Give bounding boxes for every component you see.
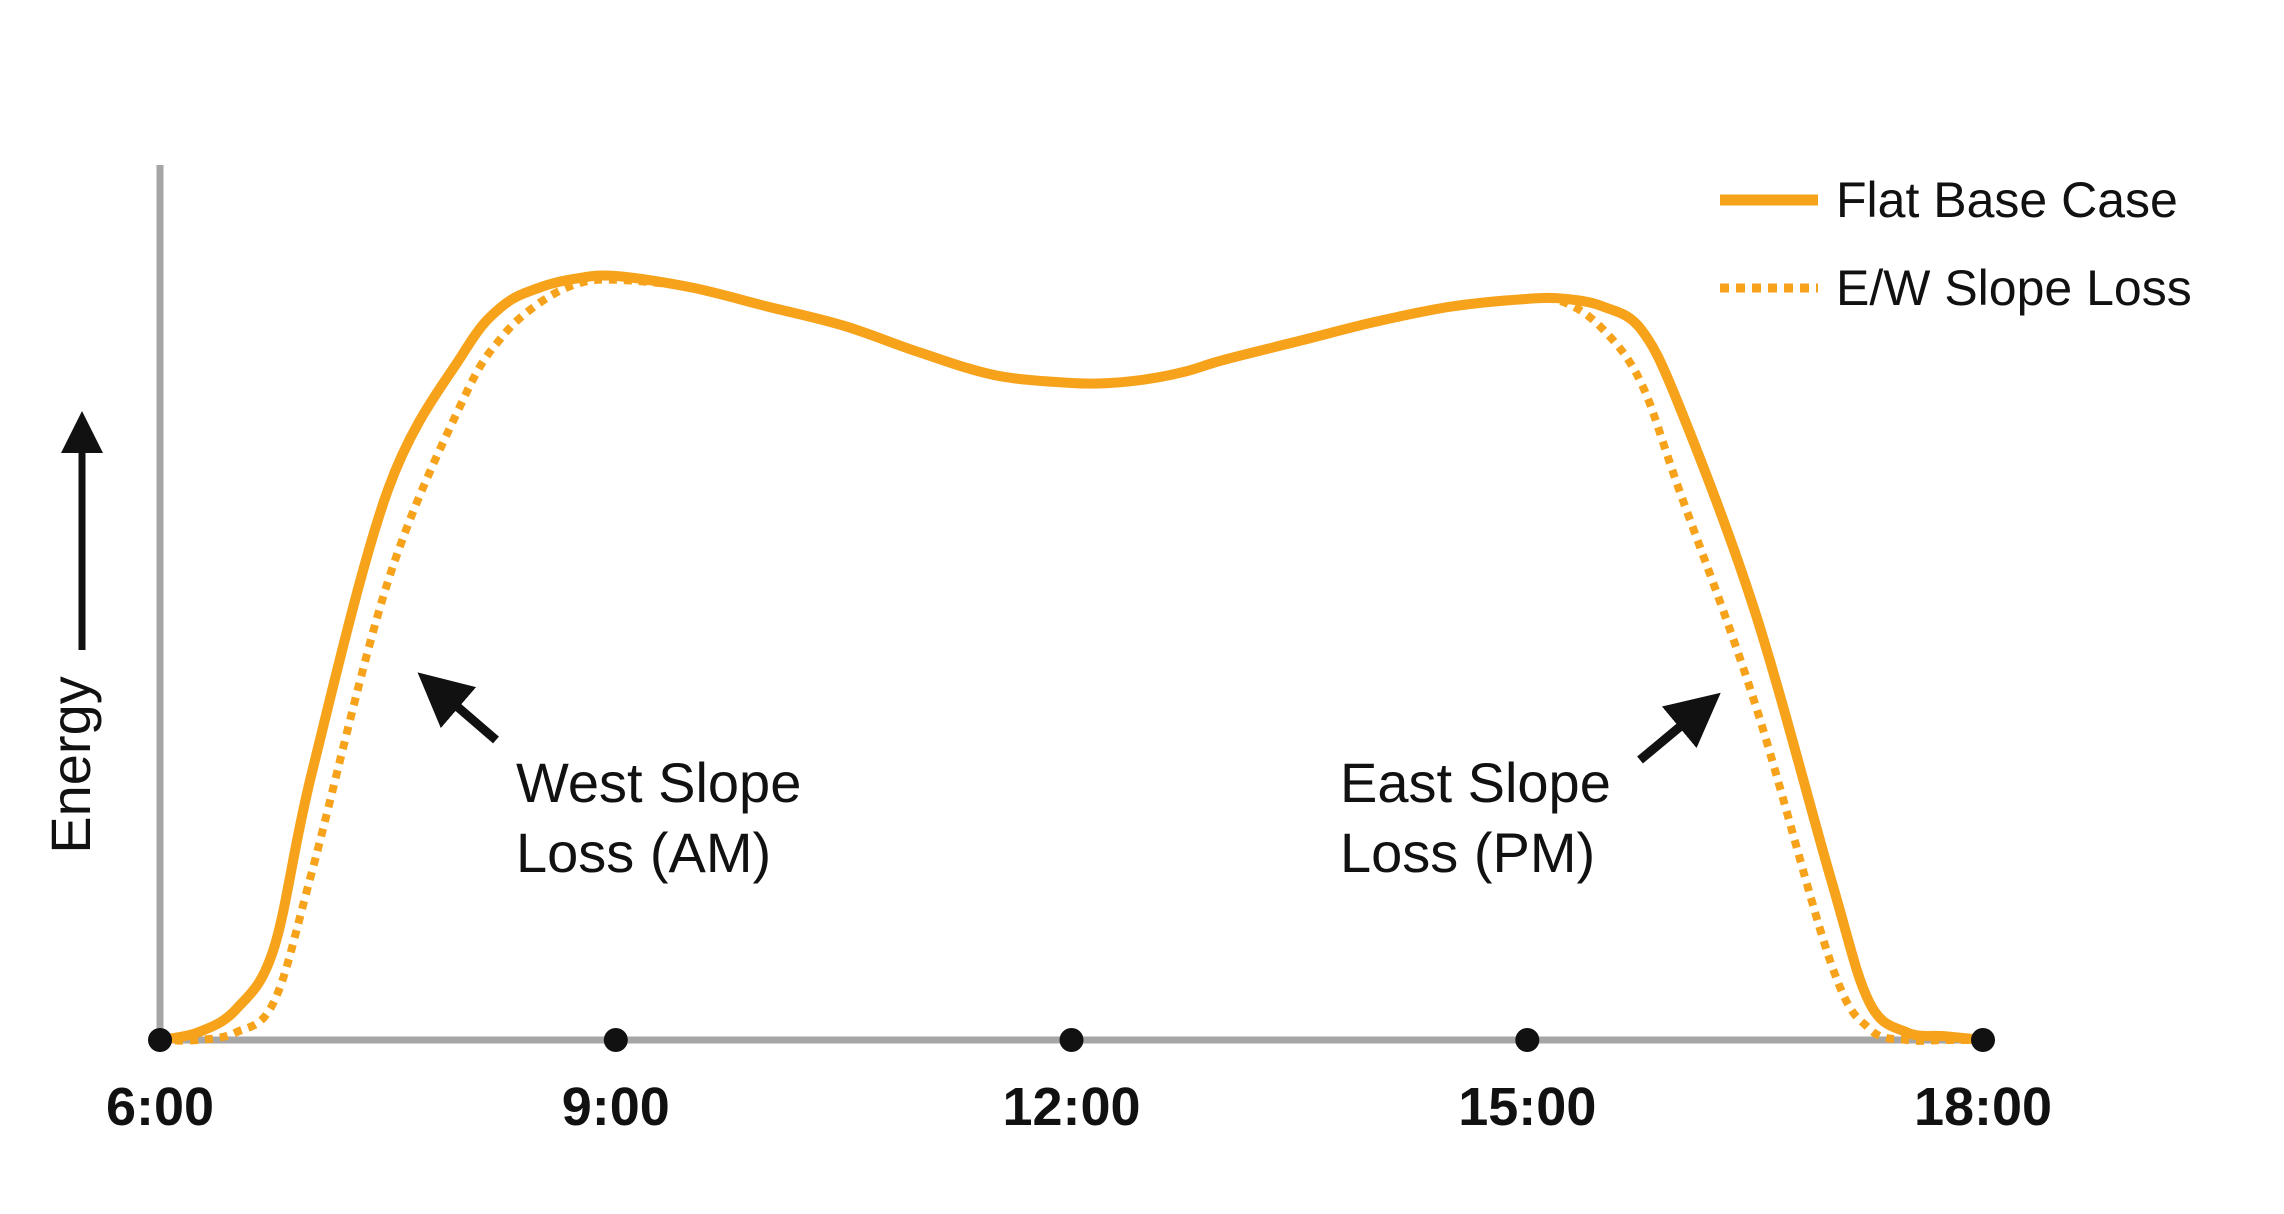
annotation-west-line-2: Loss (AM) — [516, 821, 771, 884]
annotation-west: West Slope Loss (AM) — [516, 751, 801, 884]
x-tick-marker — [1971, 1028, 1995, 1052]
x-tick-marker — [603, 1028, 628, 1052]
legend-label-ew-slope-loss: E/W Slope Loss — [1836, 260, 2192, 316]
x-tick-label: 12:00 — [1002, 1077, 1140, 1137]
x-tick-marker — [1515, 1028, 1540, 1052]
annotation-east-line-1: East Slope — [1340, 751, 1611, 814]
x-tick-label: 15:00 — [1458, 1077, 1596, 1137]
legend-label-flat-base-case: Flat Base Case — [1836, 172, 2178, 228]
y-axis-title: Energy — [39, 676, 102, 853]
x-axis-ticks: 6:00 9:00 12:00 15:00 18:00 — [106, 1028, 2052, 1137]
annotation-east-line-2: Loss (PM) — [1340, 821, 1595, 884]
x-tick-label: 9:00 — [562, 1077, 670, 1137]
x-tick-marker — [148, 1028, 172, 1052]
annotation-east: East Slope Loss (PM) — [1340, 751, 1611, 884]
series-layer — [155, 270, 1988, 1045]
x-tick-label: 6:00 — [106, 1077, 214, 1137]
west-slope-arrow-icon — [417, 672, 499, 744]
series-line-flat-base-case — [155, 270, 1988, 1045]
east-slope-arrow-icon — [1637, 692, 1721, 764]
y-axis-title-group: Energy — [39, 411, 103, 854]
annotation-west-line-1: West Slope — [516, 751, 801, 814]
legend: Flat Base Case E/W Slope Loss — [1720, 172, 2192, 316]
x-tick-label: 18:00 — [1914, 1077, 2052, 1137]
x-tick-marker — [1059, 1028, 1084, 1052]
